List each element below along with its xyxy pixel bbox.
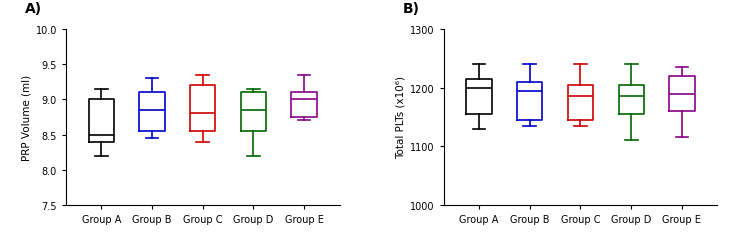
Text: A): A) [25,2,42,16]
Y-axis label: Total PLTs (x10⁶): Total PLTs (x10⁶) [396,76,406,159]
Text: B): B) [403,2,419,16]
Y-axis label: PRP Volume (ml): PRP Volume (ml) [21,74,31,160]
